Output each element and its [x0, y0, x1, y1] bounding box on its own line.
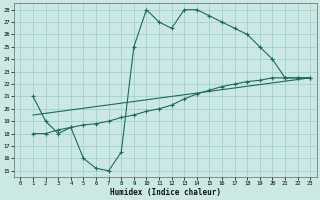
X-axis label: Humidex (Indice chaleur): Humidex (Indice chaleur) — [110, 188, 221, 197]
